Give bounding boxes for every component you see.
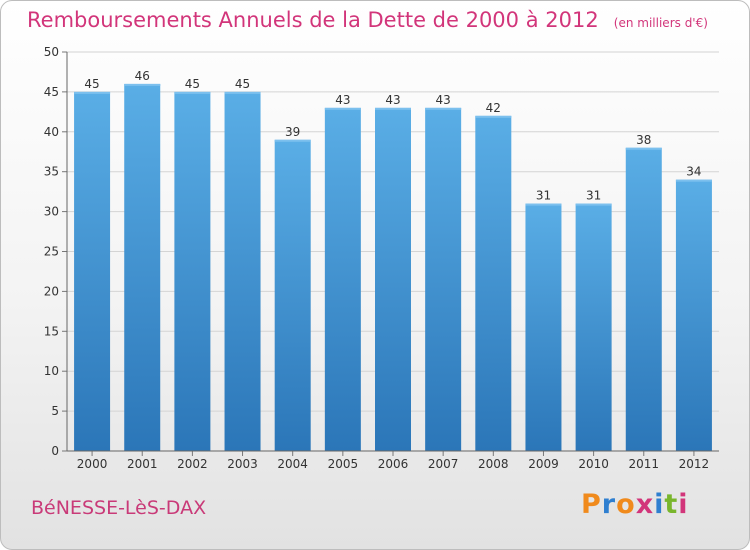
commune-name: BéNESSE-LèS-DAX (31, 497, 207, 519)
x-tick-label: 2000 (77, 457, 108, 471)
x-tick-label: 2004 (277, 457, 308, 471)
x-tick-label: 2010 (578, 457, 609, 471)
value-label: 45 (235, 77, 250, 91)
value-label: 43 (335, 93, 350, 107)
y-tick-label: 10 (44, 364, 59, 378)
chart-title: Remboursements Annuels de la Dette de 20… (27, 8, 599, 32)
bar-top-highlight (425, 107, 462, 110)
value-label: 34 (686, 165, 701, 179)
bar-2008 (475, 115, 512, 451)
value-label: 43 (385, 93, 400, 107)
y-tick-label: 0 (51, 444, 59, 458)
x-tick-label: 2001 (127, 457, 158, 471)
bar-top-highlight (675, 179, 712, 182)
bar-2002 (174, 91, 211, 452)
bar-top-highlight (575, 203, 612, 206)
y-tick-label: 20 (44, 284, 59, 298)
value-label: 45 (84, 77, 99, 91)
bar-2006 (375, 107, 411, 452)
proxiti-logo[interactable]: Proxiti (581, 489, 689, 520)
x-tick-label: 2007 (428, 457, 459, 471)
value-label: 43 (436, 93, 451, 107)
x-tick-label: 2009 (528, 457, 559, 471)
bar-2007 (425, 107, 462, 452)
logo-letter: P (581, 489, 602, 520)
x-tick-label: 2012 (679, 457, 710, 471)
value-label: 42 (486, 101, 501, 115)
bar-top-highlight (174, 91, 211, 94)
value-label: 38 (636, 133, 651, 147)
logo-letter: x (635, 489, 655, 520)
y-tick-label: 50 (44, 45, 59, 59)
y-tick-label: 15 (44, 324, 59, 338)
y-tick-label: 30 (44, 205, 59, 219)
value-labels: 45 46 45 45 39 43 43 43 42 31 31 38 34 (84, 69, 701, 203)
x-tick-label: 2005 (328, 457, 359, 471)
bar-2009 (525, 203, 562, 451)
logo-letter: t (664, 489, 679, 520)
y-axis-tick-labels: 0 5 10 15 20 25 30 35 40 45 50 (44, 45, 59, 458)
logo-letter: o (616, 489, 636, 520)
axes-group (66, 52, 719, 452)
bar-top-highlight (224, 91, 261, 94)
x-tick-label: 2008 (478, 457, 509, 471)
x-tick-label: 2003 (227, 457, 258, 471)
logo-letter: r (601, 489, 617, 520)
bar-top-highlight (274, 139, 311, 142)
x-axis-tick-labels: 2000 2001 2002 2003 2004 2005 2006 2007 2008 2009… (77, 457, 709, 471)
bar-2000 (74, 91, 111, 452)
x-tick-label: 2006 (378, 457, 409, 471)
bar-top-highlight (324, 107, 361, 110)
y-tick-label: 35 (44, 165, 59, 179)
y-tick-label: 5 (51, 404, 59, 418)
value-label: 39 (285, 125, 300, 139)
bar-2005 (324, 107, 361, 452)
bar-2011 (625, 147, 662, 451)
bar-top-highlight (525, 203, 562, 206)
bars-group (74, 83, 712, 452)
bar-top-highlight (625, 147, 662, 150)
bar-2001 (124, 83, 161, 452)
bar-top-highlight (475, 115, 512, 118)
chart-title-block: Remboursements Annuels de la Dette de 20… (27, 8, 708, 32)
bar-2004 (274, 139, 311, 451)
value-label: 31 (536, 189, 551, 203)
value-label: 46 (135, 69, 150, 83)
bar-top-highlight (74, 91, 111, 94)
bar-2012 (675, 179, 712, 451)
logo-letter: i (654, 489, 665, 520)
chart-subtitle: (en milliers d'€) (613, 16, 708, 30)
bar-2010 (575, 203, 612, 451)
logo-letter: i (678, 489, 689, 520)
x-tick-label: 2002 (177, 457, 208, 471)
value-label: 31 (586, 189, 601, 203)
y-tick-label: 45 (44, 85, 59, 99)
bar-top-highlight (124, 83, 161, 86)
y-tick-label: 25 (44, 245, 59, 259)
bar-top-highlight (375, 107, 411, 110)
y-tick-label: 40 (44, 125, 59, 139)
bar-2003 (224, 91, 261, 452)
value-label: 45 (185, 77, 200, 91)
x-tick-label: 2011 (628, 457, 659, 471)
